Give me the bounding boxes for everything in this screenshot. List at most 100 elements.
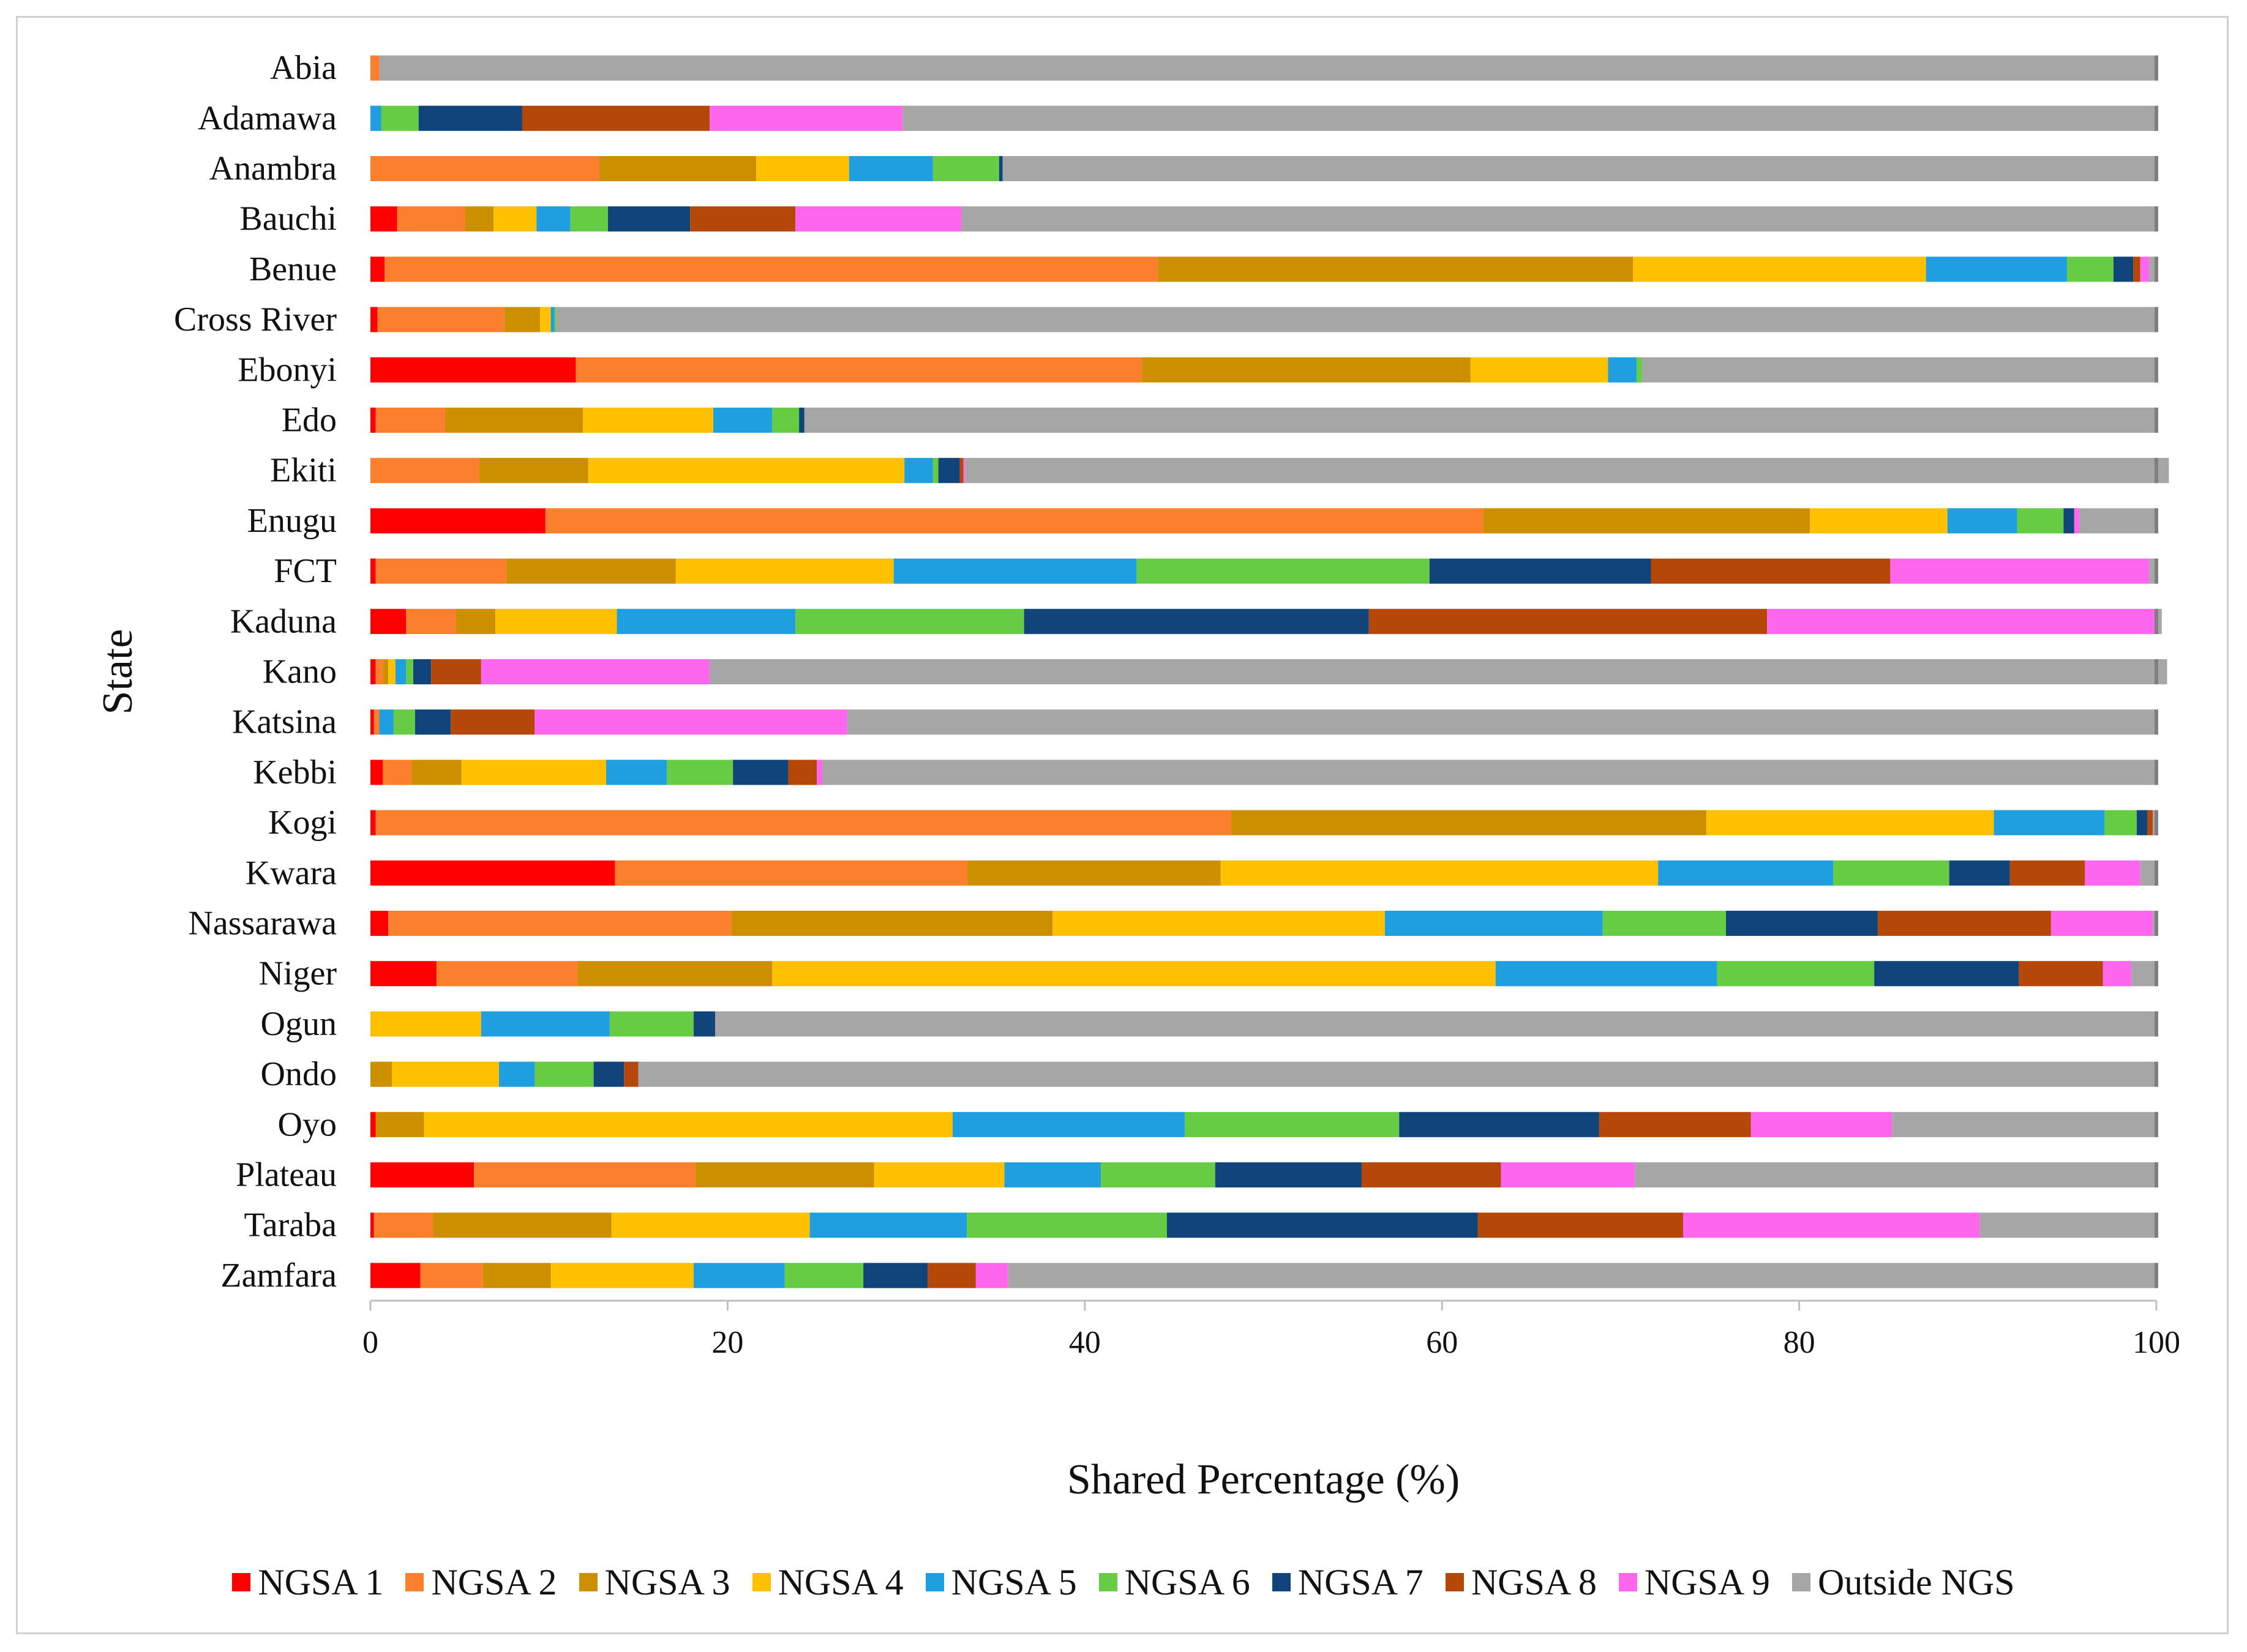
bar-segment-ngsa-8 [690,206,796,232]
bar-segment-ngsa-7 [938,458,960,484]
x-tick-label: 100 [2133,1325,2180,1360]
bar-segment-ngsa-3 [456,608,496,634]
bar-segment-outside-ngs [1008,1263,2156,1288]
x-axis: 0 20 40 60 80 100 [362,1299,2180,1360]
bar-segment-ngsa-3 [599,155,757,182]
y-axis-title: State [94,629,141,715]
bar-segment-ngsa-7 [1024,608,1369,634]
bar-segment-outside-ngs [961,206,2156,232]
bar-segment-ngsa-6 [535,1061,594,1087]
bar-segment-ngsa-4 [756,155,849,182]
bar-segment-ngsa-7 [1166,1213,1478,1238]
bar-segment-ngsa-9 [710,105,903,131]
bar-end-edge [2155,1162,2158,1188]
category-label: Zamfara [220,1257,337,1295]
bar-end-edge [2155,558,2158,584]
bar-segment-ngsa-1 [370,508,546,534]
bar-segment-ngsa-5 [713,407,773,433]
bar-segment-ngsa-1 [370,760,383,785]
bar-segment-ngsa-3 [1483,508,1810,534]
legend-swatch [1098,1573,1117,1591]
legend-label: NGSA 5 [951,1561,1077,1602]
bar-segment-ngsa-5 [499,1061,535,1087]
bar-segment-ngsa-1 [370,961,437,987]
category-label: Kwara [246,854,337,892]
bar-segment-ngsa-4 [370,1011,481,1037]
legend-label: NGSA 1 [258,1561,384,1602]
bar-end-edge [2155,407,2158,433]
bar-segment-ngsa-8 [1368,608,1768,634]
bar-segment-ngsa-2 [576,357,1142,383]
bar-segment-ngsa-2 [370,458,479,484]
legend-swatch [1445,1573,1464,1591]
bar-segment-ngsa-1 [370,910,389,936]
bar-segment-ngsa-7 [1726,910,1878,936]
bar-segment-ngsa-4 [388,659,396,685]
bar-segment-ngsa-7 [1429,558,1651,584]
bar-segment-ngsa-9 [1890,558,2150,584]
bar-segment-ngsa-1 [370,1263,421,1288]
bar-segment-ngsa-5 [1926,256,2068,282]
category-label: Taraba [244,1206,337,1244]
bar-segment-ngsa-7 [2063,508,2074,534]
legend-label: NGSA 3 [604,1561,730,1602]
bar-segment-ngsa-8 [928,1263,976,1288]
bar-segment-ngsa-6 [772,407,800,433]
bar-segment-ngsa-7 [1215,1162,1362,1188]
category-label: Benue [249,250,337,288]
bar-segment-ngsa-6 [406,659,414,685]
bar-segment-ngsa-5 [1608,357,1637,383]
bar-segment-ngsa-6 [795,608,1024,634]
bar-segment-ngsa-4 [611,1213,810,1238]
bar-segment-ngsa-8 [2009,860,2085,886]
bar-segment-ngsa-2 [377,307,505,332]
category-label: Ekiti [270,452,337,490]
bar-segment-ngsa-3 [1231,810,1706,835]
bar-segment-ngsa-1 [370,407,376,433]
bar-segment-ngsa-2 [420,1263,483,1288]
legend-item: Outside NGS [1791,1561,2015,1604]
legend-swatch [925,1573,944,1591]
bar-segment-ngsa-2 [375,810,1231,835]
bar-segment-ngsa-5 [536,206,571,232]
bar-segment-ngsa-5 [1004,1162,1101,1188]
bar-segment-ngsa-1 [370,206,397,232]
legend-item: NGSA 3 [579,1561,730,1604]
bar-segment-outside-ngs [804,407,2156,433]
bar-segment-ngsa-9 [1501,1162,1635,1188]
bar-end-edge [2155,1061,2158,1087]
bar-segment-ngsa-6 [393,709,415,735]
bar-segment-ngsa-5 [1384,910,1603,936]
bar-segment-ngsa-4 [392,1061,500,1087]
bar-segment-outside-ngs [1641,357,2156,383]
legend-swatch [752,1573,771,1591]
bar-segment-ngsa-7 [1399,1112,1599,1137]
bar-segment-outside-ngs [2149,558,2156,584]
bar-segment-ngsa-3 [411,760,462,785]
bar-end-edge [2155,860,2158,886]
bar-segment-ngsa-5 [904,458,933,484]
bar-segment-ngsa-6 [381,105,419,131]
bar-segment-ngsa-9 [481,659,710,685]
bar-segment-outside-ngs [710,659,2167,685]
bar-segment-ngsa-7 [2136,810,2148,835]
bar-segment-ngsa-5 [606,760,667,785]
bar-segment-ngsa-6 [570,206,608,232]
x-tick-label: 0 [362,1325,378,1360]
bar-segment-outside-ngs [379,55,2157,81]
bar-segment-ngsa-6 [1833,860,1949,886]
bar-segment-ngsa-4 [493,206,537,232]
bar-segment-ngsa-3 [482,1263,551,1288]
bar-segment-ngsa-6 [932,155,999,182]
bar-segment-ngsa-1 [370,860,615,886]
bar-segment-ngsa-9 [2103,961,2132,987]
category-label: Kaduna [230,602,337,640]
bar-segment-ngsa-3 [433,1213,612,1238]
x-tick-label: 20 [711,1325,743,1360]
bar-segment-ngsa-7 [2113,256,2134,282]
bar-segment-ngsa-8 [431,659,481,685]
bar-segment-ngsa-2 [397,206,465,232]
legend-swatch [579,1573,598,1591]
x-tick-label: 60 [1426,1325,1458,1360]
bar-segment-ngsa-3 [695,1162,874,1188]
